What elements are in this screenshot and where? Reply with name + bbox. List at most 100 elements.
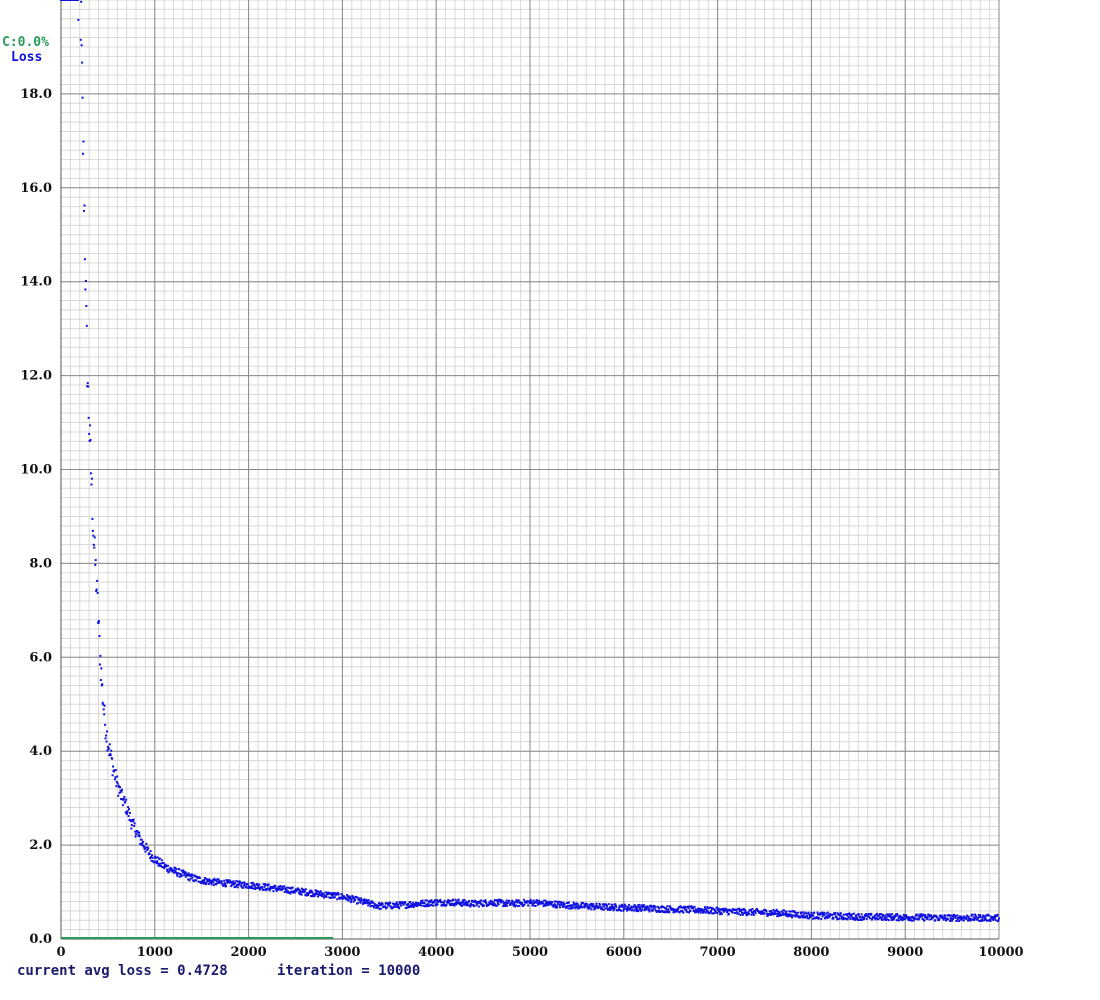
loss-point — [178, 868, 181, 871]
loss-point — [301, 890, 304, 893]
loss-point — [530, 900, 533, 903]
loss-point — [241, 886, 244, 889]
loss-point — [189, 877, 192, 880]
loss-point — [791, 916, 794, 919]
loss-point — [727, 912, 730, 915]
loss-point — [998, 917, 1000, 920]
loss-point — [371, 904, 374, 907]
loss-point — [250, 887, 253, 890]
loss-point — [806, 915, 809, 918]
loss-point — [703, 908, 706, 911]
loss-point — [506, 904, 509, 907]
loss-point — [816, 913, 819, 916]
loss-point — [411, 903, 414, 906]
loss-point — [132, 818, 135, 821]
loss-point — [662, 906, 665, 909]
loss-point — [826, 911, 829, 914]
loss-point — [952, 917, 955, 920]
loss-point — [305, 894, 308, 897]
loss-point — [787, 913, 790, 916]
loss-point — [294, 890, 297, 893]
loss-point — [299, 889, 302, 892]
loss-point — [447, 901, 450, 904]
loss-point — [828, 915, 831, 918]
loss-point — [512, 904, 515, 907]
loss-point — [920, 913, 923, 916]
loss-point — [120, 788, 123, 791]
loss-point — [207, 883, 210, 886]
loss-point — [165, 868, 168, 871]
loss-point — [93, 536, 96, 539]
loss-point — [452, 898, 455, 901]
loss-point — [602, 903, 605, 906]
loss-point — [516, 901, 519, 904]
loss-point — [825, 912, 828, 915]
loss-point — [461, 899, 464, 902]
loss-point — [228, 879, 231, 882]
loss-point — [601, 908, 604, 911]
loss-point — [967, 915, 970, 918]
loss-point — [945, 919, 948, 922]
loss-point — [370, 900, 373, 903]
loss-point — [639, 906, 642, 909]
loss-point — [432, 904, 435, 907]
loss-point — [511, 899, 514, 902]
loss-point — [517, 899, 520, 902]
loss-point — [124, 800, 127, 803]
loss-point — [427, 903, 430, 906]
loss-point — [912, 919, 915, 922]
loss-point — [705, 908, 708, 911]
loss-point — [341, 894, 344, 897]
loss-point — [900, 917, 903, 920]
loss-point — [906, 916, 909, 919]
loss-point — [425, 903, 428, 906]
loss-point — [420, 899, 423, 902]
loss-point — [265, 889, 268, 892]
loss-point — [878, 917, 881, 920]
loss-point — [491, 904, 494, 907]
loss-point — [509, 903, 512, 906]
loss-point — [309, 891, 312, 894]
loss-point — [484, 901, 487, 904]
loss-point — [91, 529, 94, 532]
loss-point — [544, 904, 547, 907]
loss-point — [829, 912, 832, 915]
loss-point — [263, 888, 266, 891]
loss-point — [305, 893, 308, 896]
loss-point — [747, 911, 750, 914]
loss-point — [146, 849, 149, 852]
loss-point — [155, 862, 158, 865]
loss-point — [739, 914, 742, 917]
loss-point — [657, 907, 660, 910]
loss-point — [478, 900, 481, 903]
loss-point — [104, 737, 107, 740]
loss-point — [553, 903, 556, 906]
loss-point — [253, 883, 256, 886]
loss-point — [580, 904, 583, 907]
loss-point — [95, 588, 98, 591]
loss-point — [490, 902, 493, 905]
loss-point — [236, 886, 239, 889]
loss-point — [165, 864, 168, 867]
loss-point — [780, 910, 783, 913]
loss-point — [79, 38, 82, 41]
loss-point — [693, 905, 696, 908]
x-tick-label: 5000 — [512, 945, 548, 960]
loss-point — [225, 879, 228, 882]
loss-point — [168, 868, 171, 871]
loss-point — [619, 909, 622, 912]
loss-point — [543, 899, 546, 902]
loss-point — [352, 900, 355, 903]
loss-point — [304, 888, 307, 891]
loss-point — [951, 919, 954, 922]
loss-point — [163, 867, 166, 870]
loss-point — [561, 904, 564, 907]
loss-point — [190, 874, 193, 877]
loss-point — [693, 910, 696, 913]
loss-point — [824, 917, 827, 920]
loss-point — [397, 904, 400, 907]
loss-point — [573, 905, 576, 908]
loss-point — [428, 904, 431, 907]
loss-point — [597, 906, 600, 909]
loss-point — [622, 908, 625, 911]
